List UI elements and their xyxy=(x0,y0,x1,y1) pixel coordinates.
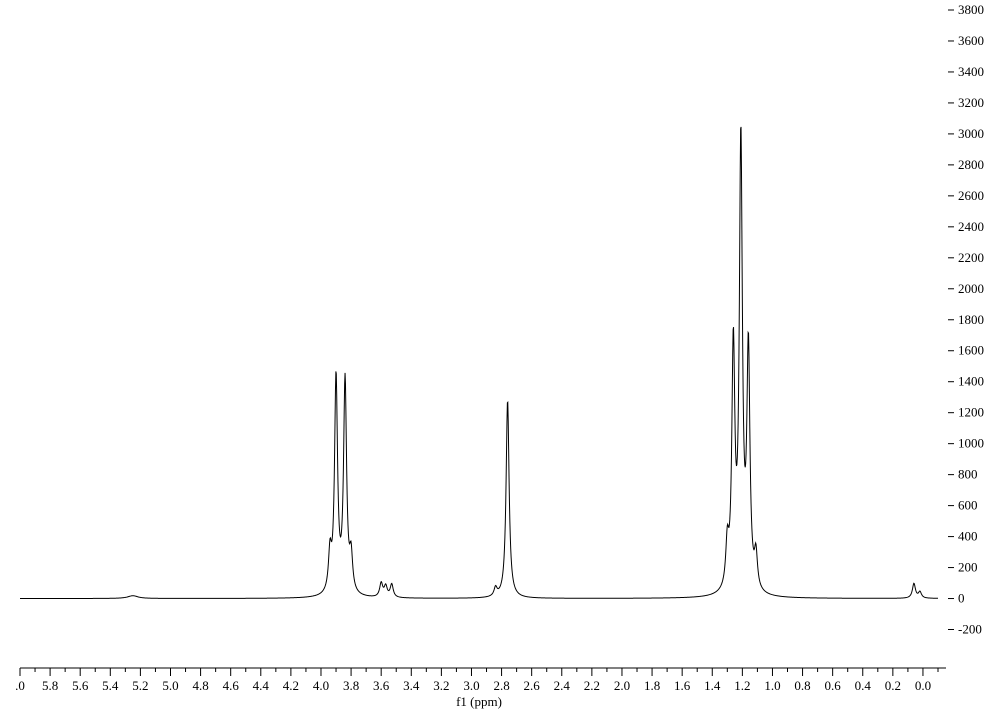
x-tick-label: 1.6 xyxy=(674,678,691,693)
x-tick-label: 3.8 xyxy=(343,678,359,693)
x-tick-label: 1.4 xyxy=(704,678,721,693)
y-tick-label: 3200 xyxy=(958,95,984,110)
y-tick-label: 600 xyxy=(958,498,978,513)
x-tick-label: 0.0 xyxy=(915,678,931,693)
y-tick-label: 3600 xyxy=(958,33,984,48)
x-tick-label: 0.8 xyxy=(794,678,810,693)
y-tick-label: 1600 xyxy=(958,343,984,358)
y-tick-label: 1000 xyxy=(958,436,984,451)
x-tick-label: 2.0 xyxy=(614,678,630,693)
x-tick-label: 3.4 xyxy=(403,678,420,693)
x-tick-label: 2.4 xyxy=(554,678,571,693)
x-axis-label: f1 (ppm) xyxy=(456,694,502,709)
x-tick-label: 0.2 xyxy=(885,678,901,693)
y-tick-label: 200 xyxy=(958,560,978,575)
x-tick-label: 1.2 xyxy=(734,678,750,693)
y-tick-label: 800 xyxy=(958,467,978,482)
y-tick-label: 3000 xyxy=(958,126,984,141)
y-tick-label: 2400 xyxy=(958,219,984,234)
x-tick-label: 4.8 xyxy=(192,678,208,693)
x-tick-label: 3.0 xyxy=(463,678,479,693)
x-tick-label: 1.0 xyxy=(764,678,780,693)
y-tick-label: 2200 xyxy=(958,250,984,265)
x-tick-label: 4.4 xyxy=(253,678,270,693)
y-tick-label: 3800 xyxy=(958,2,984,17)
y-tick-label: 1800 xyxy=(958,312,984,327)
x-tick-label: 0.4 xyxy=(855,678,872,693)
spectrum-trace xyxy=(20,127,938,599)
y-tick-label: 2600 xyxy=(958,188,984,203)
x-tick-label: 1.8 xyxy=(644,678,660,693)
x-tick-label: 5.4 xyxy=(102,678,119,693)
x-tick-label: 3.2 xyxy=(433,678,449,693)
x-tick-label: 2.8 xyxy=(493,678,509,693)
y-tick-label: 2000 xyxy=(958,281,984,296)
x-tick-label: 2.2 xyxy=(584,678,600,693)
x-tick-label: 4.6 xyxy=(223,678,240,693)
x-tick-label: 5.8 xyxy=(42,678,58,693)
x-tick-label: 2.6 xyxy=(524,678,541,693)
x-tick-label: 5.0 xyxy=(162,678,178,693)
y-tick-label: 1200 xyxy=(958,405,984,420)
y-tick-label: -200 xyxy=(958,622,982,637)
x-tick-label: 3.6 xyxy=(373,678,390,693)
x-tick-label: .0 xyxy=(15,678,25,693)
x-tick-label: 5.2 xyxy=(132,678,148,693)
y-tick-label: 0 xyxy=(958,591,965,606)
x-tick-label: 5.6 xyxy=(72,678,89,693)
y-tick-label: 2800 xyxy=(958,157,984,172)
y-tick-label: 1400 xyxy=(958,374,984,389)
y-tick-label: 400 xyxy=(958,529,978,544)
x-tick-label: 0.6 xyxy=(825,678,842,693)
x-tick-label: 4.2 xyxy=(283,678,299,693)
x-tick-label: 4.0 xyxy=(313,678,329,693)
nmr-spectrum-chart: .0 5.8 5.6 5.4 5.2 5.0 4.8 4.6 4.4 4.2 4.0 3.8 3.6 3.… xyxy=(0,0,1000,722)
y-tick-label: 3400 xyxy=(958,64,984,79)
